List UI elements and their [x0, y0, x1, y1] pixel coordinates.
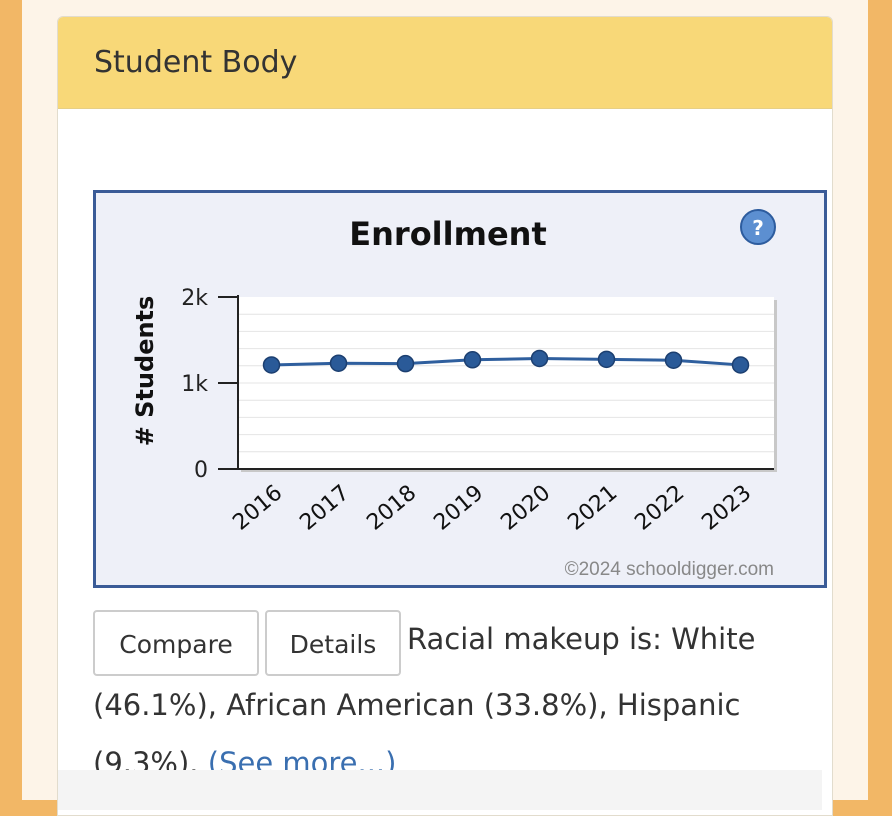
actions-and-summary: Compare Details Racial makeup is: White (4…: [93, 610, 805, 792]
next-section-strip: [58, 770, 822, 810]
enrollment-chart: Enrollment ? # Students 0 1k 2k 2016 2017 20…: [93, 190, 827, 588]
chart-title: Enrollment: [349, 215, 546, 253]
x-tick-label: 2017: [295, 480, 354, 535]
data-point-2021: [597, 350, 616, 369]
question-icon[interactable]: [740, 209, 776, 245]
chart-watermark: ©2024 schooldigger.com: [565, 559, 774, 580]
racial-makeup-text: Racial makeup is: White (46.1%), African…: [93, 622, 756, 780]
student-body-panel: Student Body Enrollment ? # Students 0 1k…: [57, 16, 833, 816]
x-tick-label: 2016: [228, 480, 287, 535]
data-point-2023: [731, 356, 750, 374]
x-tick-label: 2021: [563, 480, 622, 535]
x-tick-label: 2018: [362, 480, 421, 535]
x-tick-label: 2023: [697, 480, 756, 535]
y-tick-label: 1k: [181, 372, 208, 397]
panel-title: Student Body: [94, 45, 298, 80]
grid-lines: [238, 297, 777, 472]
y-axis-label: # Students: [131, 296, 159, 447]
help-button[interactable]: ?: [740, 209, 776, 245]
x-tick-label: 2019: [429, 480, 488, 535]
compare-button[interactable]: Compare: [93, 610, 259, 676]
data-point-2016: [262, 356, 281, 374]
enrollment-series: [262, 349, 750, 374]
question-icon-glyph: ?: [752, 216, 764, 240]
data-point-2018: [396, 354, 415, 373]
data-point-2017: [329, 354, 348, 372]
panel-header: Student Body: [58, 17, 832, 109]
x-tick-label: 2022: [630, 480, 689, 535]
x-tick-label: 2020: [496, 480, 555, 535]
x-ticks: 2016 2017 2018 2019 2020 2021 2022 2023: [228, 480, 756, 535]
y-ticks: 0 1k 2k: [181, 286, 238, 483]
data-point-2020: [530, 349, 549, 368]
data-point-2022: [664, 351, 683, 369]
y-tick-label: 0: [194, 458, 208, 483]
enrollment-line: [271, 356, 741, 367]
y-tick-label: 2k: [181, 286, 208, 311]
data-point-2019: [463, 351, 482, 369]
details-button[interactable]: Details: [265, 610, 401, 676]
